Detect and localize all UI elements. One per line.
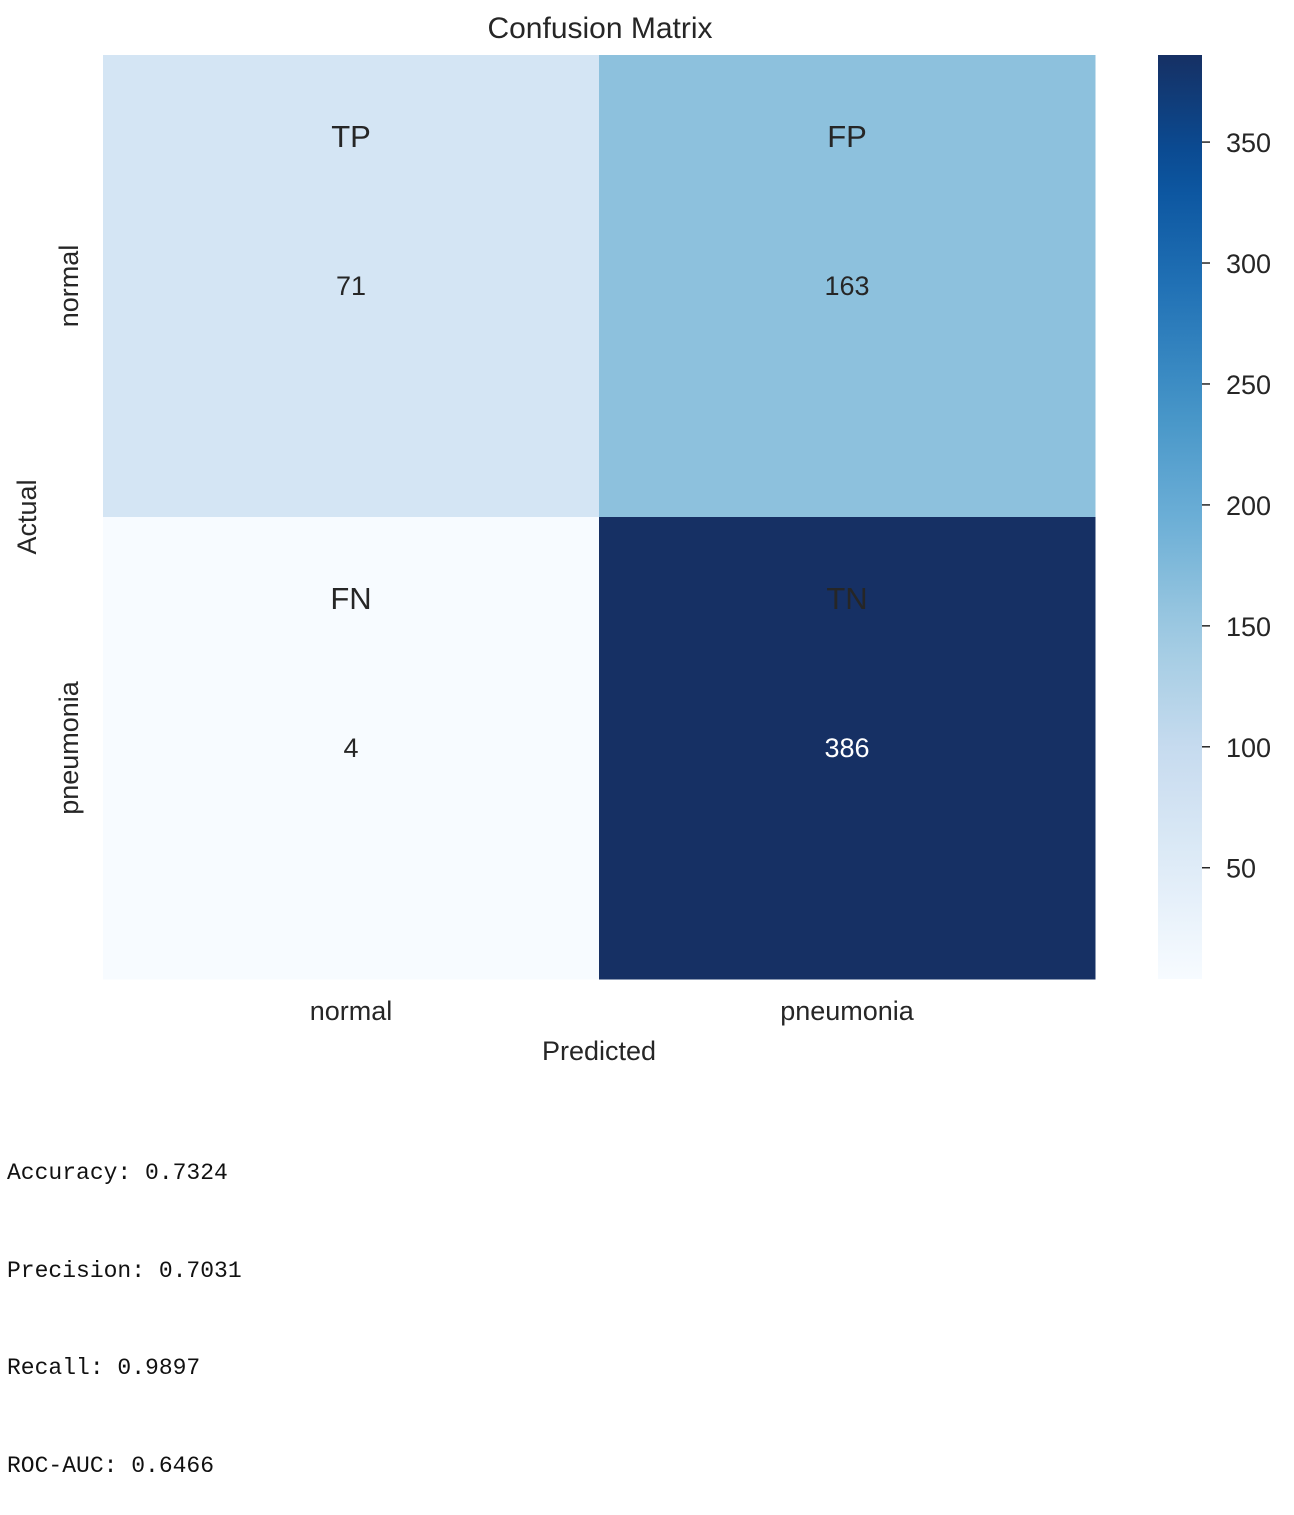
colorbar-tick-label: 350 xyxy=(1226,128,1271,158)
x-tick-label: pneumonia xyxy=(780,996,915,1026)
cell-value-label: 163 xyxy=(824,271,869,301)
colorbar-tick-label: 150 xyxy=(1226,612,1271,642)
x-tick-labels: normal pneumonia xyxy=(310,996,915,1026)
metrics-output: Accuracy: 0.7324 Precision: 0.7031 Recal… xyxy=(7,1092,242,1515)
heatmap-cell-normal-pneumonia xyxy=(599,55,1096,518)
cell-value-label: 71 xyxy=(336,271,366,301)
colorbar-tick-label: 200 xyxy=(1226,491,1271,521)
roc-auc-line: ROC-AUC: 0.6466 xyxy=(7,1452,215,1479)
colorbar-tick-label: 300 xyxy=(1226,249,1271,279)
colorbar-tick-label: 50 xyxy=(1226,854,1256,884)
y-tick-label: normal xyxy=(54,245,84,328)
cell-type-label: FN xyxy=(330,581,371,616)
x-axis-label: Predicted xyxy=(542,1036,656,1066)
cell-type-label: TP xyxy=(331,119,371,154)
heatmap-cells: TP 71 FP 163 FN 4 TN 386 xyxy=(103,55,1096,980)
heatmap-cell-pneumonia-normal xyxy=(103,517,600,980)
precision-line: Precision: 0.7031 xyxy=(7,1257,242,1284)
chart-svg: Confusion Matrix Predicted Actual TP 71 FP… xyxy=(12,12,1271,1066)
chart-title: Confusion Matrix xyxy=(487,12,712,45)
heatmap-cell-pneumonia-pneumonia xyxy=(599,517,1096,980)
colorbar-tick-label: 100 xyxy=(1226,733,1271,763)
x-tick-label: normal xyxy=(310,996,393,1026)
cell-value-label: 386 xyxy=(824,733,869,763)
recall-line: Recall: 0.9897 xyxy=(7,1355,201,1381)
colorbar: 50 100 150 200 250 300 350 xyxy=(1158,55,1271,979)
heatmap-cell-normal-normal xyxy=(103,55,600,518)
colorbar-tick-label: 250 xyxy=(1226,370,1271,400)
y-tick-label: pneumonia xyxy=(54,680,84,815)
y-tick-labels: normal pneumonia xyxy=(54,245,84,815)
y-axis-label: Actual xyxy=(12,479,42,554)
cell-type-label: TN xyxy=(826,581,867,616)
confusion-matrix-chart: Confusion Matrix Predicted Actual TP 71 FP… xyxy=(12,12,1271,1066)
colorbar-gradient xyxy=(1158,55,1202,979)
accuracy-line: Accuracy: 0.7324 xyxy=(7,1160,228,1186)
cell-type-label: FP xyxy=(827,119,867,154)
cell-value-label: 4 xyxy=(343,733,358,763)
